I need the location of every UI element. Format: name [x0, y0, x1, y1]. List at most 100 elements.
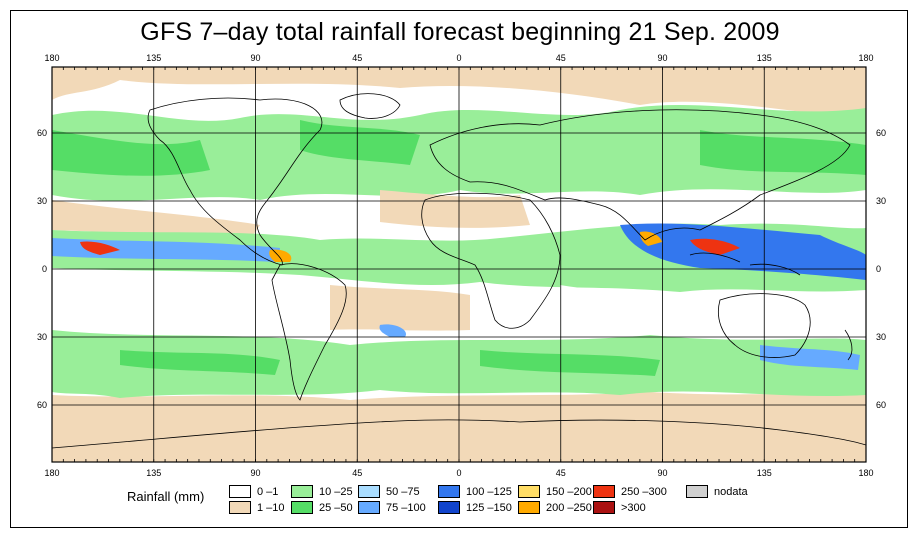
lon-ticks-bottom: 180 135 90 45 0 45 90 135 180	[44, 468, 873, 478]
legend-swatch	[358, 485, 380, 498]
lon-tick-label: 135	[757, 468, 772, 478]
legend-label: 125 –150	[466, 501, 512, 514]
south-atlantic-cell	[379, 324, 406, 337]
lon-tick-label: 180	[44, 468, 59, 478]
legend-swatch	[518, 501, 540, 514]
legend-swatch	[358, 501, 380, 514]
lat-tick-label: 60	[37, 128, 47, 138]
legend-item: 1 –10	[229, 500, 285, 515]
lat-tick-label: 60	[37, 400, 47, 410]
lon-tick-label: 90	[657, 468, 667, 478]
greenland-outline	[339, 93, 401, 119]
coastlines	[52, 93, 866, 449]
legend-title: Rainfall (mm)	[127, 489, 205, 504]
legend-label: 10 –25	[319, 485, 353, 498]
legend-swatch	[686, 485, 708, 498]
central-america-peak	[269, 249, 292, 262]
legend-label: 25 –50	[319, 501, 353, 514]
legend-label: nodata	[714, 485, 748, 498]
lon-tick-label: 45	[352, 468, 362, 478]
legend-label: 50 –75	[386, 485, 420, 498]
legend-swatch	[438, 501, 460, 514]
lon-tick-label: 90	[657, 53, 667, 63]
indian-ocean-dry	[560, 285, 740, 330]
lat-ticks-left: 60 30 0 30 60	[37, 128, 47, 410]
maritime-continent-heavy	[620, 223, 866, 280]
maritime-continent-peak	[690, 238, 740, 255]
legend-item: 150 –200	[518, 484, 592, 499]
map-border	[51, 66, 867, 463]
bay-of-bengal-peak	[640, 231, 662, 246]
north-atlantic-band	[300, 120, 420, 165]
lat-tick-label: 30	[876, 196, 886, 206]
lat-tick-label: 60	[876, 128, 886, 138]
lat-tick-label: 30	[37, 332, 47, 342]
legend-item: 100 –125	[438, 484, 512, 499]
lon-tick-label: 45	[556, 53, 566, 63]
south-atlantic-light	[330, 285, 470, 331]
map-title: GFS 7–day total rainfall forecast beginn…	[140, 18, 780, 46]
lon-tick-label: 135	[146, 53, 161, 63]
legend-item: 250 –300	[593, 484, 667, 499]
lat-tick-label: 0	[42, 264, 47, 274]
west-pacific-band	[700, 130, 866, 175]
legend-item: nodata	[686, 484, 748, 499]
new-zealand-outline	[844, 329, 853, 361]
lon-tick-label: 90	[250, 468, 260, 478]
legend-item: 25 –50	[291, 500, 353, 515]
legend-swatch	[291, 485, 313, 498]
lon-tick-label: 0	[456, 468, 461, 478]
legend-label: 100 –125	[466, 485, 512, 498]
lat-tick-label: 30	[876, 332, 886, 342]
legend-label: 0 –1	[257, 485, 279, 498]
legend-item: 200 –250	[518, 500, 592, 515]
lat-tick-label: 30	[37, 196, 47, 206]
south-indian-band	[480, 350, 660, 376]
south-pacific-dry	[52, 285, 330, 330]
north-pacific-dry	[52, 200, 260, 240]
south-pacific-band	[120, 350, 280, 375]
legend-label: 75 –100	[386, 501, 426, 514]
lon-tick-label: 0	[456, 53, 461, 63]
indonesia-outline	[689, 252, 801, 276]
legend-item: 0 –1	[229, 484, 278, 499]
legend-item: 125 –150	[438, 500, 512, 515]
legend-label: 1 –10	[257, 501, 285, 514]
lon-tick-label: 180	[858, 468, 873, 478]
legend-swatch	[518, 485, 540, 498]
legend-label: 150 –200	[546, 485, 592, 498]
legend-item: >300	[593, 500, 646, 515]
lon-tick-label: 45	[352, 53, 362, 63]
legend-label: 200 –250	[546, 501, 592, 514]
lon-tick-label: 180	[858, 53, 873, 63]
south-tasman-band	[760, 345, 860, 370]
legend-label: 250 –300	[621, 485, 667, 498]
lon-tick-label: 180	[44, 53, 59, 63]
legend-swatch	[593, 485, 615, 498]
lat-tick-label: 0	[876, 264, 881, 274]
legend-swatch	[229, 485, 251, 498]
lon-tick-label: 90	[250, 53, 260, 63]
lon-tick-label: 45	[556, 468, 566, 478]
sahara-light	[380, 190, 530, 228]
lon-tick-label: 135	[146, 468, 161, 478]
lat-ticks-right: 60 30 0 30 60	[876, 128, 886, 410]
legend-item: 10 –25	[291, 484, 353, 499]
itcz-peak-west	[80, 241, 120, 255]
north-america-outline	[147, 97, 323, 266]
antarctica-outline	[52, 419, 866, 449]
south-america-outline	[271, 263, 347, 401]
itcz-pacific	[52, 238, 280, 262]
lat-tick-label: 60	[876, 400, 886, 410]
lon-ticks-top: 180 135 90 45 0 45 90 135 180	[44, 53, 873, 63]
legend-swatch	[291, 501, 313, 514]
lon-tick-label: 135	[757, 53, 772, 63]
legend-swatch	[438, 485, 460, 498]
legend-swatch	[593, 501, 615, 514]
north-pacific-band	[52, 130, 210, 176]
legend-item: 75 –100	[358, 500, 426, 515]
eurasia-outline	[429, 109, 851, 241]
africa-outline	[421, 192, 561, 329]
legend-item: 50 –75	[358, 484, 420, 499]
